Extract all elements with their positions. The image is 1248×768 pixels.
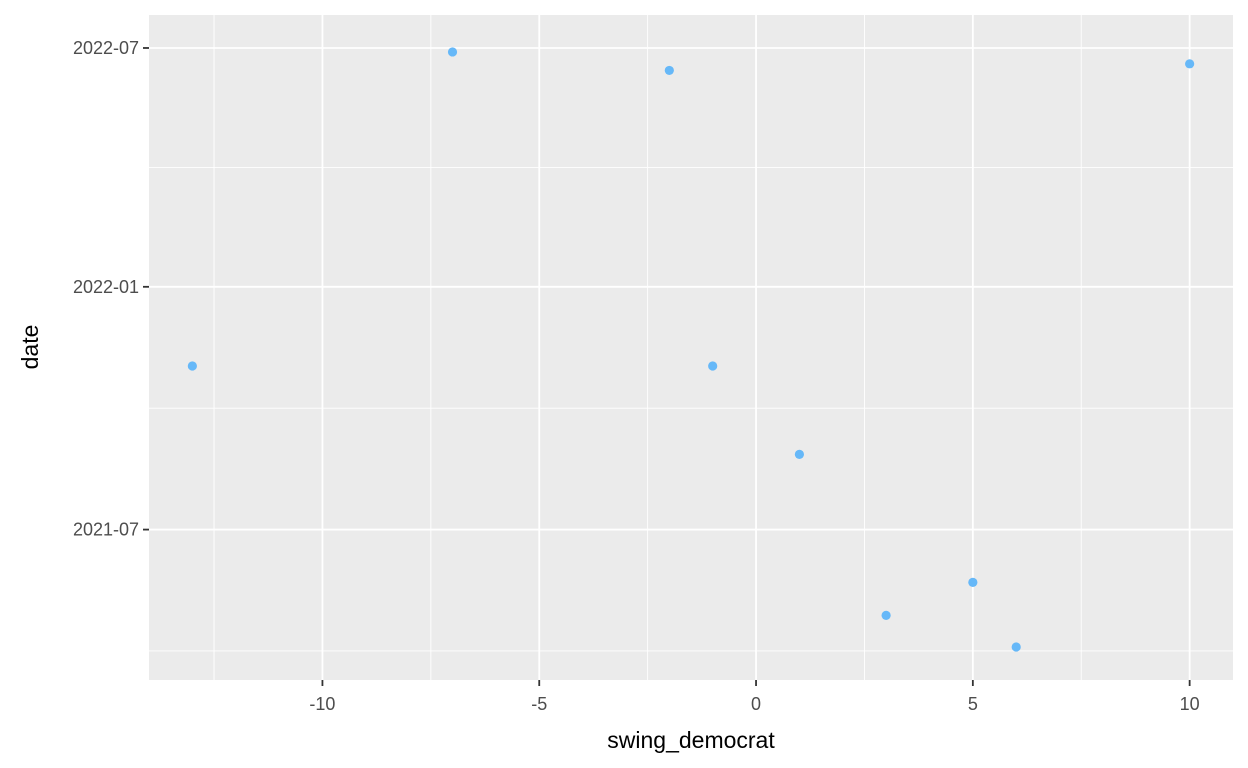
data-point bbox=[187, 361, 197, 371]
x-tick-label: 5 bbox=[968, 694, 978, 714]
x-tick-label: -5 bbox=[531, 694, 547, 714]
data-point bbox=[1185, 59, 1195, 69]
x-tick-label: 10 bbox=[1180, 694, 1200, 714]
x-tick-label: 0 bbox=[751, 694, 761, 714]
x-axis-title: swing_democrat bbox=[607, 727, 775, 753]
plot-panel bbox=[149, 15, 1233, 680]
x-tick-label: -10 bbox=[309, 694, 335, 714]
major-gridlines bbox=[149, 15, 1233, 680]
data-points bbox=[187, 47, 1195, 652]
data-point bbox=[708, 361, 718, 371]
data-point bbox=[1011, 642, 1021, 652]
x-axis-tick-labels: -10 -5 0 5 10 bbox=[309, 694, 1199, 714]
data-point bbox=[968, 577, 978, 587]
y-axis-title: date bbox=[17, 325, 43, 370]
y-tick-label: 2022-07 bbox=[73, 38, 139, 58]
y-tick-label: 2022-01 bbox=[73, 277, 139, 297]
axis-ticks bbox=[143, 47, 1191, 686]
minor-gridlines bbox=[149, 15, 1233, 680]
data-point bbox=[881, 610, 891, 620]
y-tick-label: 2021-07 bbox=[73, 520, 139, 540]
data-point bbox=[794, 449, 805, 459]
data-point bbox=[447, 47, 458, 57]
y-axis-tick-labels: 2021-07 2022-01 2022-07 bbox=[73, 38, 139, 540]
data-point bbox=[664, 65, 674, 76]
